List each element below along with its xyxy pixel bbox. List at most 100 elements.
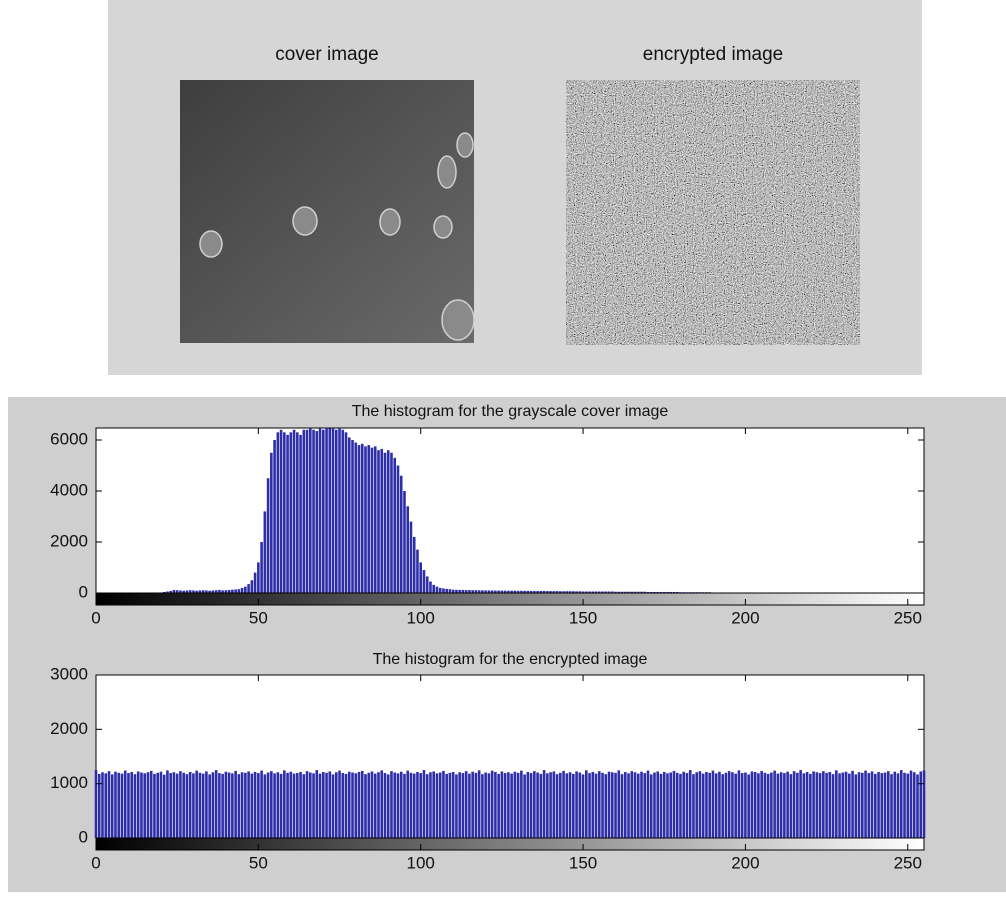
bar <box>403 490 406 593</box>
bar <box>656 591 660 593</box>
bar <box>347 771 351 838</box>
bar <box>630 591 634 593</box>
bar <box>97 773 101 838</box>
x-tick-label: 100 <box>407 608 435 627</box>
bar <box>296 432 299 593</box>
bar <box>143 773 147 838</box>
bar <box>205 590 208 593</box>
bar <box>296 773 299 838</box>
chart-title: The histogram for the grayscale cover im… <box>352 403 669 420</box>
bar <box>643 591 647 593</box>
bar <box>526 590 530 593</box>
bar <box>253 771 257 838</box>
bar <box>224 590 228 593</box>
bar <box>572 773 575 838</box>
encrypted-image <box>566 80 860 345</box>
bar <box>123 770 127 838</box>
bar <box>227 589 231 593</box>
bar <box>510 773 513 838</box>
x-tick-label: 150 <box>569 608 597 627</box>
bar <box>461 773 465 838</box>
bar <box>640 771 643 838</box>
bar <box>649 774 653 838</box>
bar <box>422 570 426 593</box>
x-tick-label: 50 <box>249 853 268 872</box>
bar <box>487 773 491 838</box>
bar <box>825 772 828 838</box>
bar <box>169 773 172 838</box>
bar <box>221 773 224 838</box>
bar <box>614 591 617 593</box>
bar <box>838 773 841 838</box>
bar <box>623 771 627 838</box>
bar <box>766 773 770 838</box>
bar <box>188 590 192 593</box>
x-tick-label: 250 <box>894 608 922 627</box>
bar <box>334 772 338 838</box>
bar <box>542 770 546 838</box>
bar <box>244 772 247 838</box>
bar <box>779 772 783 838</box>
bar <box>273 439 276 593</box>
bar <box>169 590 172 593</box>
bar <box>396 773 400 838</box>
bar <box>526 771 530 838</box>
bar <box>610 772 614 838</box>
bar <box>864 770 867 838</box>
bar <box>260 770 263 838</box>
bar <box>542 590 546 593</box>
bar <box>873 773 877 838</box>
bar <box>409 772 413 838</box>
bar <box>179 771 182 838</box>
bar <box>565 773 569 838</box>
bar <box>494 771 497 838</box>
bar <box>419 773 423 838</box>
bar <box>364 774 367 838</box>
bar <box>432 584 435 593</box>
bar <box>250 773 254 838</box>
bar <box>390 452 393 593</box>
bar <box>377 450 380 593</box>
bar <box>325 428 328 593</box>
bar <box>344 773 348 838</box>
bar <box>136 771 140 838</box>
bar <box>750 771 754 838</box>
bar <box>653 591 656 593</box>
bar <box>552 771 556 838</box>
bar <box>835 770 838 838</box>
bar <box>146 772 150 838</box>
bar <box>94 770 98 838</box>
bar <box>208 774 211 838</box>
bar <box>357 771 361 838</box>
bar <box>257 562 260 593</box>
bar <box>130 771 134 838</box>
bar <box>185 590 189 593</box>
bar <box>234 589 237 593</box>
bar <box>162 591 166 593</box>
bar <box>257 773 260 838</box>
bar <box>312 429 315 593</box>
bar <box>315 770 319 838</box>
bar <box>516 772 520 838</box>
bar <box>636 591 640 593</box>
bar <box>211 590 215 593</box>
bar <box>646 770 650 838</box>
bar <box>474 590 478 593</box>
bar <box>438 587 442 593</box>
bar <box>604 591 608 593</box>
bar <box>214 770 218 838</box>
bar <box>218 773 221 838</box>
bar <box>633 772 637 838</box>
x-tick-label: 0 <box>91 853 100 872</box>
bar <box>851 770 854 838</box>
bar <box>640 591 643 593</box>
bar <box>799 770 802 838</box>
bar <box>373 773 377 838</box>
bar <box>792 771 796 838</box>
colorbar <box>95 837 925 851</box>
bar <box>416 549 419 593</box>
bar <box>627 591 630 593</box>
bar <box>334 429 338 593</box>
x-tick-label: 50 <box>249 608 268 627</box>
